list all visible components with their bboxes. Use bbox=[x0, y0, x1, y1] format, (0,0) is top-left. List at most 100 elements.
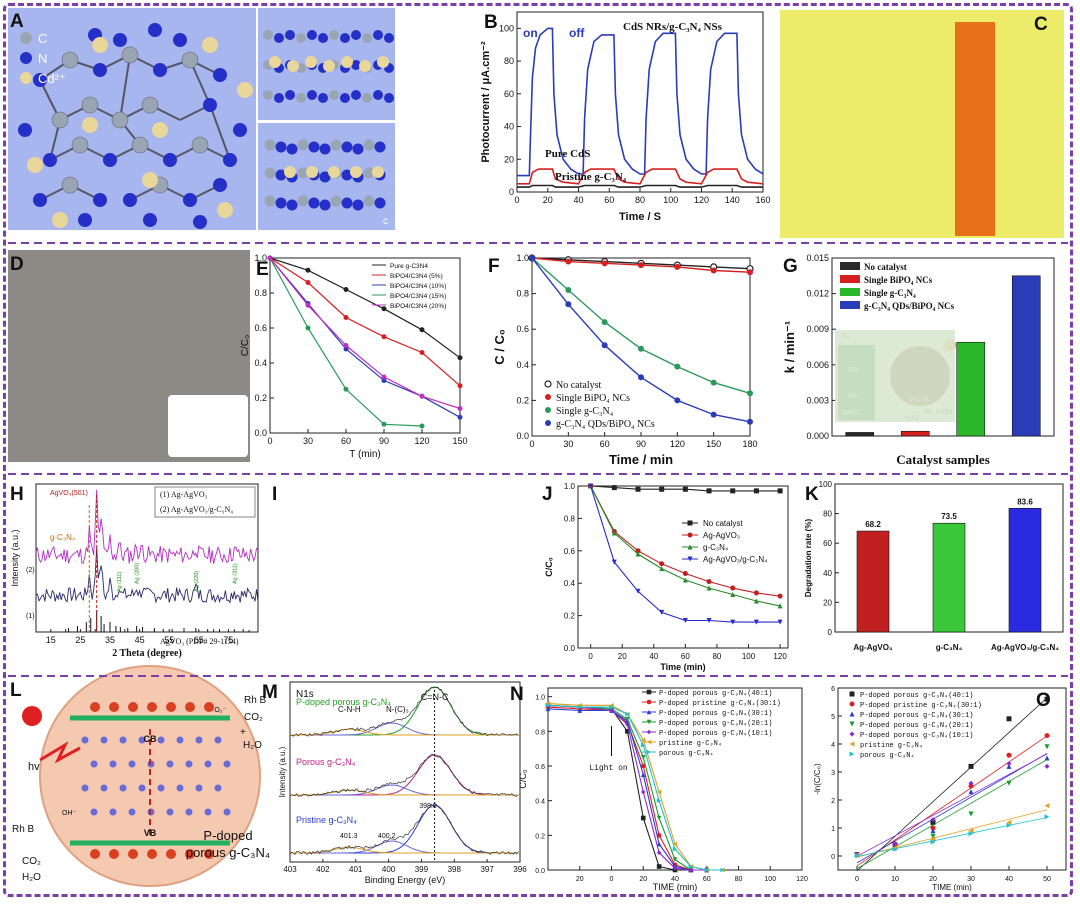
x-tick-label-H: 55 bbox=[164, 635, 174, 645]
legend-label-o: P-doped porous g-C₃N₄(20:1) bbox=[860, 722, 973, 730]
y-tick-label-N: 0.2 bbox=[535, 833, 545, 840]
layer-atom bbox=[308, 197, 320, 209]
data-point-j bbox=[635, 548, 641, 554]
y-tick-label-K: 60 bbox=[823, 539, 832, 548]
sphere bbox=[39, 665, 261, 887]
layer-atom bbox=[318, 33, 328, 43]
y-tick-label-B: 20 bbox=[504, 154, 514, 164]
label-curve2: (2) bbox=[26, 567, 35, 574]
legend-label-g: Single BiPO₄ NCs bbox=[864, 275, 933, 285]
x-tick-label-E: 90 bbox=[379, 436, 389, 446]
data-point-e bbox=[343, 386, 349, 392]
x-tick-label-B: 80 bbox=[635, 195, 645, 205]
electron-l bbox=[166, 702, 176, 712]
x-axis-label-B: Time / S bbox=[619, 211, 661, 223]
cadmium-atom bbox=[287, 60, 299, 72]
data-point-n bbox=[688, 864, 694, 869]
y-tick-label-O: 5 bbox=[831, 714, 835, 721]
x-tick-label-M: 402 bbox=[316, 865, 330, 874]
panel-e-letter: E bbox=[256, 259, 269, 280]
y-tick-label-O: 1 bbox=[831, 826, 835, 833]
panel-n-letter: N bbox=[510, 684, 524, 705]
lattice-atom bbox=[157, 784, 165, 792]
data-point-n bbox=[545, 703, 551, 708]
cadmium-atom bbox=[269, 56, 281, 68]
data-point-j bbox=[659, 609, 665, 615]
legend-swatch-g bbox=[840, 275, 860, 283]
data-label-k: 73.5 bbox=[941, 512, 957, 521]
data-point-e bbox=[381, 421, 387, 427]
x-axis-label-G: Catalyst samples bbox=[896, 452, 990, 467]
data-point-n bbox=[609, 703, 614, 708]
x-tick-label-F: 60 bbox=[600, 439, 610, 449]
x-tick-label-F: 0 bbox=[529, 439, 534, 449]
hole-l bbox=[90, 849, 100, 859]
data-point-j bbox=[777, 593, 783, 599]
panel-l-letter: L bbox=[10, 680, 22, 701]
legend-label-n: P-doped porous g-C₃N₄(30:1) bbox=[659, 710, 772, 718]
legend-label-j: Ag-AgVO₃/g-C₃N₄ bbox=[703, 555, 767, 564]
panel-c-bg bbox=[780, 10, 1064, 238]
nitrogen-atom bbox=[173, 33, 187, 47]
label-peak-nc3: N-(C)₃ bbox=[386, 705, 409, 714]
layer-atom bbox=[263, 90, 273, 100]
panel-o-letter: O bbox=[1036, 690, 1051, 711]
y-tick-label-F: 0.2 bbox=[516, 395, 529, 405]
legend-label-h2: (2) Ag-AgVO₃/g-C₃N₄ bbox=[160, 505, 233, 514]
axes-F: 0 30 60 90 120 150 180 0.0 0.2 0.4 0.6 0.8 1.0 Time /… bbox=[492, 253, 758, 467]
data-point-e bbox=[305, 267, 311, 273]
data-point-j bbox=[635, 486, 641, 492]
legend-marker-n bbox=[646, 719, 652, 725]
x-tick-label-E: 30 bbox=[303, 436, 313, 446]
fit-peak-m3 bbox=[290, 846, 519, 854]
x-tick-label-J: 120 bbox=[773, 652, 787, 661]
x-tick-label-N: 60 bbox=[703, 876, 711, 883]
data-point-j bbox=[730, 488, 736, 494]
y-tick-label-J: 0.0 bbox=[564, 644, 576, 653]
legend-marker-f bbox=[544, 380, 552, 388]
spectrum-label-m: Pristine g-C₃N₄ bbox=[296, 815, 357, 825]
layer-atom bbox=[351, 30, 361, 40]
data-point-e bbox=[457, 414, 463, 420]
lattice-atom bbox=[166, 808, 174, 816]
label-gc-h: g-C₃N₄ bbox=[50, 533, 75, 542]
axes-E: 0 30 60 90 120 150 0.0 0.2 0.4 0.6 0.8 1.0 T (min) C/… bbox=[240, 253, 468, 460]
data-point-e bbox=[457, 355, 463, 361]
data-point-j bbox=[682, 570, 688, 576]
layer-atom bbox=[340, 33, 350, 43]
data-point-j bbox=[611, 559, 617, 565]
data-point-o bbox=[1006, 763, 1012, 769]
x-tick-label-J: 80 bbox=[712, 652, 721, 661]
label-peak-cnh: C-N-H bbox=[338, 705, 361, 714]
x-tick-label-N: 0 bbox=[610, 876, 614, 883]
chart-title-b: CdS NRs/g-C₃N₄ NSs bbox=[623, 21, 723, 33]
layer-atom bbox=[307, 30, 317, 40]
data-point-f bbox=[747, 390, 753, 397]
lattice-atom bbox=[185, 760, 193, 768]
legend-label-g: Single g-C₃N₄ bbox=[864, 288, 916, 298]
legend-label-o: P-doped porous g-C₃N₄(40:1) bbox=[860, 692, 973, 700]
x-tick-label-J: 40 bbox=[649, 652, 658, 661]
data-point-j bbox=[706, 488, 712, 494]
panel-g-letter: G bbox=[783, 256, 798, 277]
data-point-e bbox=[457, 383, 463, 389]
label-ag-peak: Ag (111) bbox=[117, 572, 123, 592]
lattice-atom bbox=[214, 784, 222, 792]
xrd-trace bbox=[35, 547, 259, 604]
data-point-n bbox=[625, 711, 630, 717]
cadmium-atom bbox=[52, 212, 68, 228]
fit-line-o bbox=[856, 697, 1048, 872]
panel-k-letter: K bbox=[805, 484, 819, 505]
lattice-atom bbox=[223, 808, 231, 816]
x-tick-label-E: 120 bbox=[414, 436, 429, 446]
legend-label-j: g-C₃N₄ bbox=[703, 543, 728, 552]
bar-g bbox=[845, 432, 875, 437]
legend-marker-o bbox=[849, 751, 855, 757]
layer-atom bbox=[296, 93, 306, 103]
lattice-atom bbox=[214, 736, 222, 744]
data-point-f bbox=[529, 255, 535, 261]
legend-label-o: P-doped pristine g-C₃N₄(30:1) bbox=[860, 702, 982, 710]
y-tick-label-G: 0.000 bbox=[806, 431, 829, 441]
data-point-e bbox=[419, 350, 425, 355]
